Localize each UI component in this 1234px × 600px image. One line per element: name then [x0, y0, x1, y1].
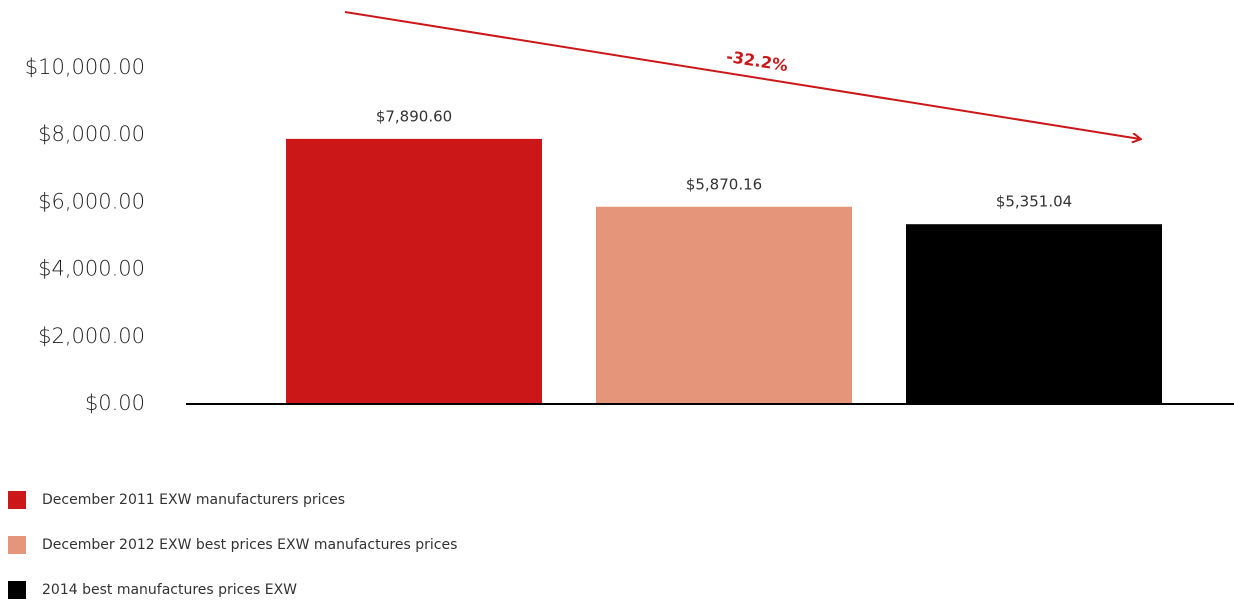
legend-swatch	[8, 491, 26, 509]
bar	[906, 224, 1162, 404]
legend-label: 2014 best manufactures prices EXW	[42, 582, 297, 598]
y-tick-label: $2,000.00	[38, 324, 145, 348]
bar	[596, 206, 852, 404]
value-label: $7,890.60	[376, 107, 452, 125]
value-label: $5,870.16	[686, 175, 762, 193]
y-tick-label: $8,000.00	[38, 122, 145, 146]
y-tick-label: $0.00	[85, 391, 145, 415]
value-label: $5,351.04	[996, 193, 1072, 211]
trend-arrow	[344, 11, 1140, 139]
y-tick-label: $10,000.00	[25, 55, 145, 79]
y-tick-label: $4,000.00	[38, 257, 145, 281]
legend-swatch	[8, 581, 26, 599]
legend-label: December 2012 EXW best prices EXW manufa…	[42, 537, 457, 553]
y-tick-label: $6,000.00	[38, 189, 145, 213]
legend-swatch	[8, 536, 26, 554]
legend-label: December 2011 EXW manufacturers prices	[42, 492, 345, 508]
annotation: -32.2%	[725, 47, 789, 75]
bar	[286, 138, 542, 404]
